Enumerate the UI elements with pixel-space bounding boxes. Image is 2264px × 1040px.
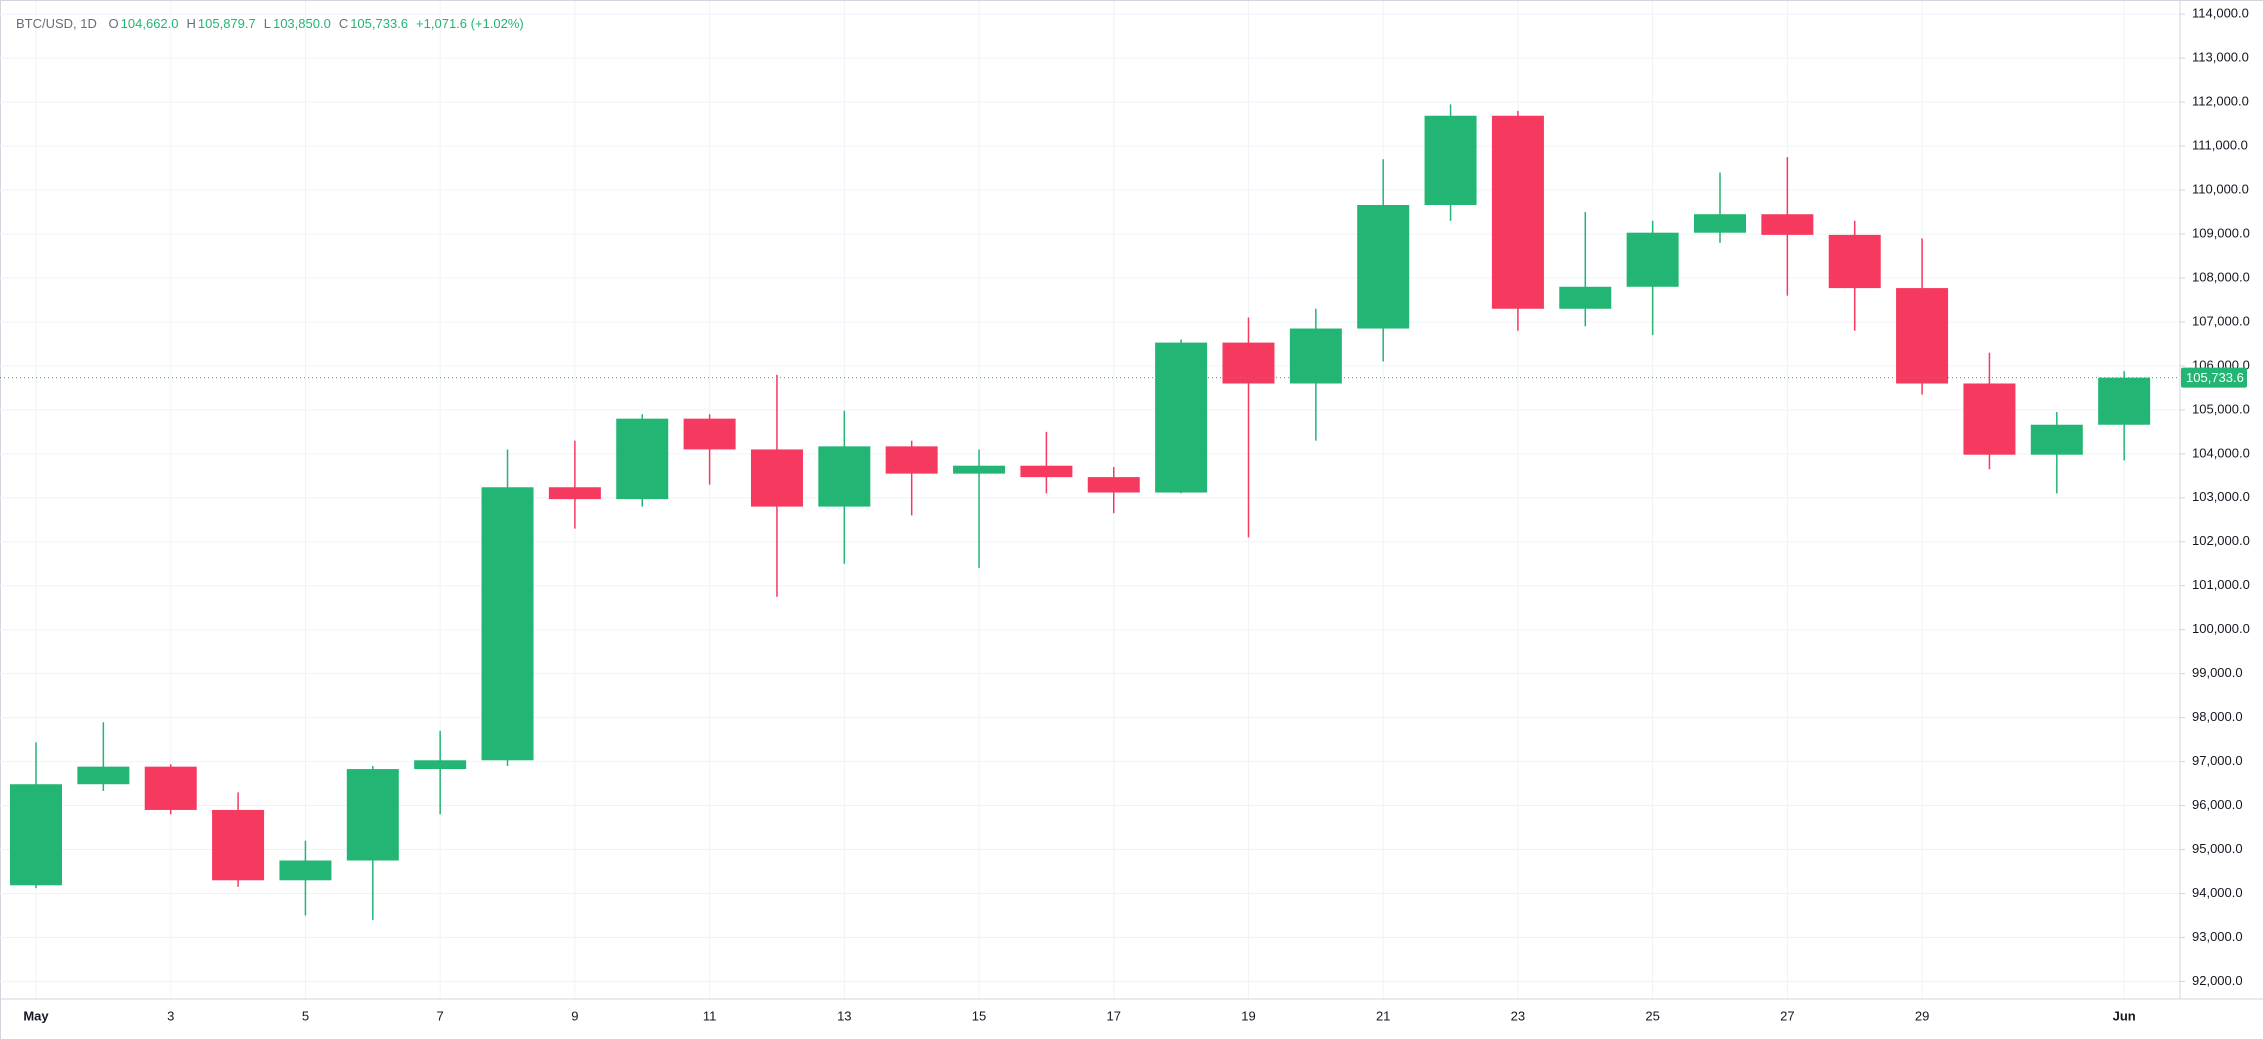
legend-value: 103,850.0: [272, 16, 331, 31]
ohlc-legend: BTC/USD, 1D O 104,662.0 H 105,879.7 L 103,850…: [16, 16, 532, 31]
candle-body: [1828, 234, 1881, 289]
legend-label: L: [263, 16, 271, 31]
y-tick-label: 101,000.0: [2192, 577, 2250, 592]
y-tick-label: 109,000.0: [2192, 225, 2250, 240]
x-tick-label: 17: [1107, 1008, 1121, 1023]
candle-body: [750, 449, 803, 507]
candle-body: [2030, 424, 2083, 455]
candle-body: [1761, 214, 1814, 235]
candle-body: [2098, 377, 2151, 425]
y-tick-label: 93,000.0: [2192, 929, 2243, 944]
y-tick-label: 97,000.0: [2192, 753, 2243, 768]
x-tick-label: 7: [437, 1008, 444, 1023]
candle-body: [683, 418, 736, 450]
y-tick-label: 107,000.0: [2192, 313, 2250, 328]
y-tick-label: 108,000.0: [2192, 269, 2250, 284]
x-tick-label: 11: [703, 1008, 717, 1023]
candle-body: [953, 465, 1006, 474]
candle-body: [1289, 328, 1342, 384]
candle-body: [548, 487, 601, 500]
candle-body: [1559, 286, 1612, 309]
candle-body: [818, 446, 871, 507]
candle-body: [1222, 342, 1275, 384]
candle-body: [1357, 204, 1410, 329]
legend-change: +1,071.6 (+1.02%): [416, 16, 524, 31]
candle-body: [1020, 465, 1073, 478]
y-tick-label: 114,000.0: [2192, 6, 2249, 21]
y-tick-label: 99,000.0: [2192, 665, 2243, 680]
candle-body: [77, 766, 130, 785]
candle-body: [346, 769, 399, 861]
y-tick-label: 105,000.0: [2192, 401, 2250, 416]
legend-label: C: [338, 16, 349, 31]
x-tick-label: 19: [1241, 1008, 1255, 1023]
x-tick-label: 9: [571, 1008, 578, 1023]
candle-body: [616, 418, 669, 500]
symbol: BTC/USD, 1D: [16, 16, 97, 31]
x-tick-label: 21: [1376, 1008, 1390, 1023]
candle-body: [1694, 214, 1746, 233]
x-tick-label: 3: [167, 1008, 174, 1023]
candle-body: [1963, 383, 2016, 455]
y-tick-label: 103,000.0: [2192, 489, 2250, 504]
last-price-badge: [2181, 367, 2247, 388]
y-tick-label: 112,000.0: [2192, 94, 2249, 109]
y-tick-label: 94,000.0: [2192, 885, 2243, 900]
last-price-label: 105,733.6: [2186, 370, 2244, 385]
y-tick-label: 92,000.0: [2192, 973, 2243, 988]
x-tick-label: 27: [1780, 1008, 1794, 1023]
y-tick-label: 100,000.0: [2192, 621, 2250, 636]
x-tick-label: 29: [1915, 1008, 1929, 1023]
candle-body: [481, 487, 534, 761]
x-tick-label: 25: [1645, 1008, 1659, 1023]
y-tick-label: 113,000.0: [2192, 50, 2249, 65]
candle-body: [1896, 288, 1949, 384]
candle-body: [1491, 115, 1544, 309]
x-tick-label: 13: [837, 1008, 851, 1023]
x-tick-label: Jun: [2113, 1008, 2136, 1023]
candle-body: [10, 784, 62, 886]
x-tick-label: 23: [1511, 1008, 1525, 1023]
y-tick-label: 96,000.0: [2192, 797, 2243, 812]
y-tick-label: 104,000.0: [2192, 445, 2250, 460]
legend-label: O: [108, 16, 119, 31]
candle-body: [279, 860, 332, 881]
y-tick-label: 98,000.0: [2192, 709, 2243, 724]
x-tick-label: May: [23, 1008, 49, 1023]
candle-body: [1626, 232, 1679, 287]
x-tick-label: 5: [302, 1008, 309, 1023]
legend-label: H: [186, 16, 196, 31]
candle-body: [212, 809, 265, 881]
legend-value: 105,733.6: [350, 16, 409, 31]
candle-body: [1424, 115, 1477, 205]
y-tick-label: 95,000.0: [2192, 841, 2243, 856]
candle-body: [885, 446, 938, 474]
x-tick-label: 15: [972, 1008, 986, 1023]
legend-value: 105,879.7: [197, 16, 256, 31]
y-tick-label: 110,000.0: [2192, 181, 2249, 196]
y-tick-label: 102,000.0: [2192, 533, 2250, 548]
candle-body: [1155, 342, 1208, 493]
legend-value: 104,662.0: [120, 16, 179, 31]
candle-body: [1087, 477, 1140, 493]
candle-body: [414, 760, 467, 770]
candle-body: [144, 766, 197, 810]
y-tick-label: 111,000.0: [2192, 138, 2248, 153]
